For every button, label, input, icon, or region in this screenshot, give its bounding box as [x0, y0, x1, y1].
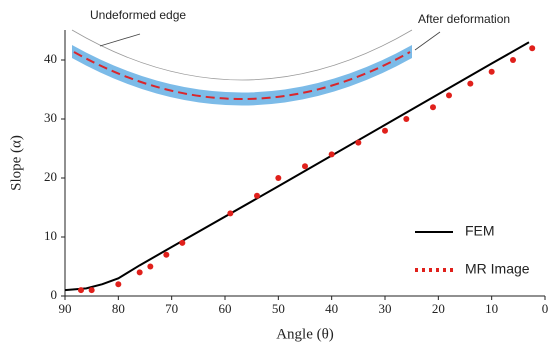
y-tick-label: 0 [51, 287, 58, 302]
data-point [430, 104, 436, 111]
data-point [163, 251, 170, 258]
data-point [275, 175, 282, 181]
x-tick-label: 60 [219, 301, 232, 316]
x-tick-label: 90 [59, 301, 72, 316]
data-point [382, 127, 388, 134]
data-point [488, 68, 495, 75]
annotation: Undeformed edge [90, 8, 186, 22]
fem-line [64, 41, 530, 292]
data-point [529, 45, 536, 52]
x-tick-label: 70 [165, 301, 178, 316]
x-tick-label: 20 [432, 301, 445, 316]
x-tick-label: 80 [112, 301, 125, 316]
x-tick-label: 50 [272, 301, 285, 316]
data-point [227, 210, 234, 217]
arrow [99, 33, 141, 47]
undeformed-edge [71, 29, 413, 81]
y-tick-label: 30 [44, 110, 57, 125]
data-point [446, 92, 452, 99]
y-axis-label: Slope (α) [8, 135, 24, 191]
data-point [78, 287, 84, 294]
y-tick-label: 20 [44, 169, 57, 184]
data-point [179, 239, 186, 246]
x-tick-label: 30 [379, 301, 392, 316]
data-point [302, 163, 308, 170]
y-tick-label: 40 [44, 51, 57, 66]
x-tick-label: 10 [485, 301, 498, 316]
data-point [115, 281, 122, 288]
x-axis-label: Angle (θ) [276, 326, 334, 342]
data-point [88, 287, 95, 294]
data-point [467, 80, 474, 87]
deformed-band [72, 45, 412, 106]
deformed-midline [73, 51, 411, 100]
annotation: After deformation [418, 12, 510, 26]
y-tick-label: 10 [44, 228, 57, 243]
data-point [328, 151, 335, 158]
data-point [147, 263, 154, 270]
arrow [414, 31, 441, 51]
data-point [355, 139, 362, 146]
x-tick-label: 40 [325, 301, 338, 316]
inset-illustration [71, 29, 441, 106]
x-tick-label: 0 [542, 301, 548, 316]
legend-label: FEM [465, 223, 495, 239]
data-point [136, 269, 143, 276]
data-point [510, 57, 516, 63]
legend-label: MR Image [465, 261, 530, 277]
data-point [254, 192, 260, 199]
data-point [403, 116, 410, 122]
